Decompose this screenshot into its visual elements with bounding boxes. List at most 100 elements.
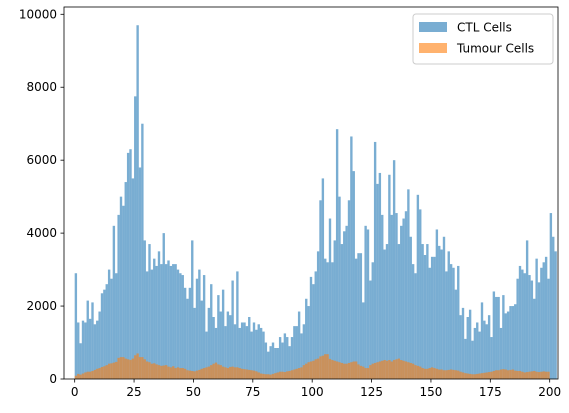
histogram-bar	[523, 372, 526, 379]
histogram-bar	[259, 373, 263, 379]
histogram-bar	[297, 311, 301, 379]
histogram-bar	[226, 368, 230, 379]
histogram-bar	[157, 251, 161, 379]
histogram-bar	[487, 372, 491, 379]
histogram-bar	[77, 322, 80, 379]
histogram-bar	[286, 337, 289, 379]
histogram-bar	[404, 361, 408, 379]
histogram-bar	[169, 367, 173, 379]
histogram-bar	[328, 358, 332, 379]
x-tick-label: 50	[186, 385, 201, 399]
histogram-bar	[319, 356, 322, 379]
histogram-bar	[262, 373, 265, 379]
histogram-bar	[547, 371, 550, 379]
histogram-bar	[516, 278, 519, 379]
histogram-bar	[302, 324, 306, 379]
histogram-bar	[100, 366, 104, 379]
histogram-bar	[122, 357, 125, 379]
histogram-bar	[440, 369, 443, 379]
histogram-bar	[383, 360, 386, 379]
histogram-bar	[535, 258, 538, 379]
histogram-bar	[530, 371, 534, 379]
histogram-bar	[84, 372, 87, 379]
histogram-bar	[476, 373, 479, 379]
histogram-bar	[324, 258, 327, 379]
histogram-bar	[240, 322, 244, 379]
histogram-bar	[276, 372, 279, 379]
histogram-bar	[124, 358, 127, 379]
histogram-bar	[240, 368, 244, 379]
histogram-bar	[150, 363, 154, 379]
histogram-bar	[195, 278, 199, 379]
histogram-bar	[362, 302, 365, 379]
legend-swatch	[419, 22, 447, 32]
histogram-bar	[264, 374, 268, 379]
histogram-bar	[516, 370, 519, 379]
histogram-bar	[416, 365, 420, 379]
histogram-bar	[153, 258, 156, 379]
histogram-bar	[122, 205, 125, 379]
histogram-bar	[274, 348, 277, 379]
histogram-bar	[231, 366, 234, 379]
histogram-bar	[226, 311, 230, 379]
histogram-bar	[238, 368, 241, 379]
histogram-bar	[276, 348, 279, 379]
histogram-bar	[319, 200, 322, 379]
histogram-bar	[77, 373, 80, 379]
histogram-bar	[96, 368, 99, 379]
histogram-bar	[461, 372, 465, 379]
histogram-bar	[221, 366, 225, 379]
histogram-bar	[103, 289, 106, 379]
histogram-bar	[335, 129, 339, 379]
histogram-bar	[433, 368, 436, 379]
histogram-bar	[426, 368, 429, 379]
histogram-bar	[248, 317, 251, 379]
histogram-bar	[397, 244, 401, 379]
histogram-bar	[499, 327, 503, 379]
histogram-bar	[357, 253, 360, 379]
histogram-bar	[157, 365, 161, 379]
histogram-bar	[411, 264, 415, 379]
histogram-bar	[333, 240, 336, 379]
histogram-bar	[402, 360, 405, 379]
histogram-bar	[340, 244, 344, 379]
histogram-bar	[174, 264, 177, 379]
histogram-bar	[466, 317, 469, 379]
histogram-bar	[221, 289, 225, 379]
histogram-bar	[447, 369, 450, 379]
histogram-bar	[373, 362, 377, 379]
histogram-bar	[145, 361, 149, 379]
histogram-bar	[440, 249, 443, 379]
histogram-bar	[438, 245, 441, 379]
histogram-bar	[428, 368, 431, 379]
histogram-bar	[143, 240, 146, 379]
histogram-bar	[153, 363, 156, 379]
histogram-bar	[326, 354, 329, 379]
histogram-bar	[376, 183, 379, 379]
histogram-bar	[307, 306, 310, 379]
histogram-bar	[176, 367, 180, 379]
histogram-bar	[278, 371, 282, 379]
histogram-bar	[74, 273, 78, 379]
histogram-bar	[352, 171, 355, 379]
histogram-bar	[98, 368, 101, 379]
histogram-bar	[378, 172, 382, 379]
histogram-bar	[490, 337, 493, 379]
y-tick-label: 0	[49, 372, 57, 386]
histogram-bar	[373, 141, 377, 379]
histogram-bar	[236, 367, 239, 379]
histogram-bar	[207, 366, 211, 379]
histogram-bar	[219, 365, 222, 379]
histogram-bar	[392, 360, 396, 379]
histogram-bar	[233, 367, 237, 379]
histogram-bar	[435, 368, 439, 379]
histogram-bar	[430, 256, 434, 379]
histogram-bar	[457, 370, 460, 379]
histogram-bar	[359, 365, 363, 379]
histogram-bar	[105, 365, 108, 379]
histogram-bar	[352, 361, 355, 379]
histogram-bar	[350, 136, 353, 379]
histogram-bar	[487, 315, 491, 379]
histogram-bar	[395, 359, 398, 379]
histogram-bar	[411, 363, 415, 379]
